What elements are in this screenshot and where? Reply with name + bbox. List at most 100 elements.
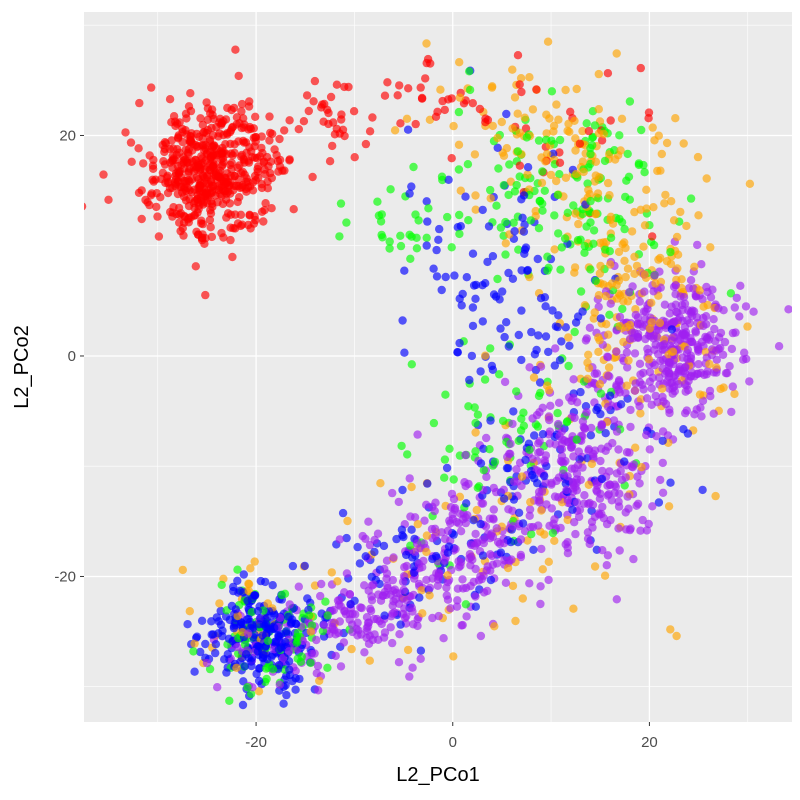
scatter-point-blue (483, 257, 492, 267)
scatter-point-purple (732, 293, 741, 303)
scatter-point-blue (288, 561, 298, 571)
scatter-point-red (227, 105, 236, 115)
scatter-point-purple (388, 575, 397, 585)
scatter-point-blue (282, 690, 291, 700)
scatter-point-purple (312, 635, 321, 645)
scatter-point-orange (583, 374, 592, 383)
scatter-point-purple (612, 595, 621, 604)
scatter-point-purple (441, 534, 450, 544)
scatter-point-blue (502, 109, 511, 119)
scatter-point-orange (540, 530, 549, 539)
scatter-point-purple (699, 321, 708, 331)
scatter-point-purple (689, 284, 698, 293)
scatter-point-blue (300, 561, 309, 571)
scatter-point-purple (368, 635, 377, 645)
scatter-point-purple (727, 344, 737, 354)
scatter-point-purple (534, 439, 543, 448)
scatter-point-orange (636, 409, 645, 418)
scatter-point-orange (543, 37, 553, 46)
scatter-point-blue (486, 416, 495, 425)
scatter-point-purple (643, 344, 652, 354)
scatter-point-orange (596, 261, 605, 271)
scatter-point-orange (661, 190, 670, 200)
scatter-point-orange (178, 565, 187, 575)
scatter-point-blue (253, 606, 263, 616)
scatter-point-green (512, 180, 521, 190)
scatter-point-red (233, 197, 242, 207)
scatter-point-green (335, 232, 344, 241)
scatter-point-purple (486, 550, 495, 559)
scatter-point-orange (682, 221, 691, 231)
scatter-point-red (205, 215, 215, 225)
scatter-point-red (261, 199, 270, 208)
scatter-point-red (438, 96, 447, 106)
scatter-point-purple (635, 401, 644, 411)
scatter-point-orange (601, 291, 610, 301)
scatter-point-green (323, 663, 332, 672)
scatter-point-blue (284, 612, 293, 621)
scatter-point-purple (712, 368, 721, 377)
scatter-point-purple (540, 456, 549, 465)
scatter-point-blue (437, 285, 446, 295)
scatter-point-red (227, 158, 236, 168)
scatter-point-orange (232, 663, 241, 672)
scatter-point-orange (402, 114, 412, 124)
scatter-point-green (407, 360, 416, 369)
scatter-point-blue (698, 485, 707, 495)
scatter-point-red (160, 147, 169, 157)
scatter-point-purple (683, 345, 693, 355)
scatter-point-purple (596, 456, 605, 466)
scatter-point-orange (705, 359, 714, 369)
scatter-point-red (328, 141, 337, 151)
scatter-point-blue (538, 430, 548, 439)
scatter-point-purple (328, 622, 337, 632)
scatter-point-red (555, 158, 565, 167)
scatter-point-purple (508, 419, 517, 429)
scatter-point-blue (541, 302, 550, 311)
scatter-point-orange (513, 109, 522, 118)
scatter-point-red (416, 83, 425, 92)
scatter-point-blue (197, 616, 207, 625)
scatter-point-purple (466, 561, 475, 570)
scatter-point-red (272, 150, 281, 160)
scatter-point-green (586, 196, 595, 206)
scatter-point-purple (422, 500, 431, 509)
scatter-point-green (569, 201, 578, 210)
scatter-point-green (586, 143, 595, 153)
scatter-point-purple (635, 359, 645, 368)
scatter-point-red (181, 145, 191, 154)
scatter-point-orange (436, 85, 445, 94)
scatter-point-red (285, 116, 294, 125)
scatter-point-orange (636, 205, 645, 214)
scatter-point-green (422, 233, 431, 242)
scatter-point-blue (488, 252, 498, 261)
scatter-point-purple (686, 371, 696, 381)
scatter-point-purple (390, 608, 399, 617)
scatter-point-red (337, 115, 346, 124)
scatter-point-purple (606, 299, 615, 308)
scatter-point-purple (482, 472, 491, 482)
scatter-point-red (219, 233, 228, 242)
scatter-point-blue (504, 268, 513, 278)
scatter-point-green (424, 204, 433, 213)
scatter-point-green (534, 224, 544, 233)
scatter-point-purple (652, 326, 661, 335)
scatter-point-blue (183, 620, 192, 629)
scatter-point-green (336, 199, 346, 208)
scatter-point-red (417, 93, 427, 103)
scatter-point-red (179, 211, 189, 221)
scatter-point-blue (227, 601, 237, 611)
scatter-point-blue (400, 348, 409, 357)
scatter-point-purple (645, 445, 654, 454)
scatter-point-purple (715, 333, 724, 342)
scatter-point-red (135, 98, 144, 108)
scatter-point-red (177, 182, 186, 192)
scatter-point-blue (432, 272, 442, 281)
scatter-point-orange (745, 179, 755, 188)
scatter-point-purple (314, 686, 323, 695)
scatter-point-blue (225, 615, 234, 625)
scatter-point-blue (469, 516, 478, 525)
scatter-point-orange (563, 515, 572, 525)
scatter-point-orange (631, 443, 640, 452)
scatter-point-red (380, 91, 390, 100)
